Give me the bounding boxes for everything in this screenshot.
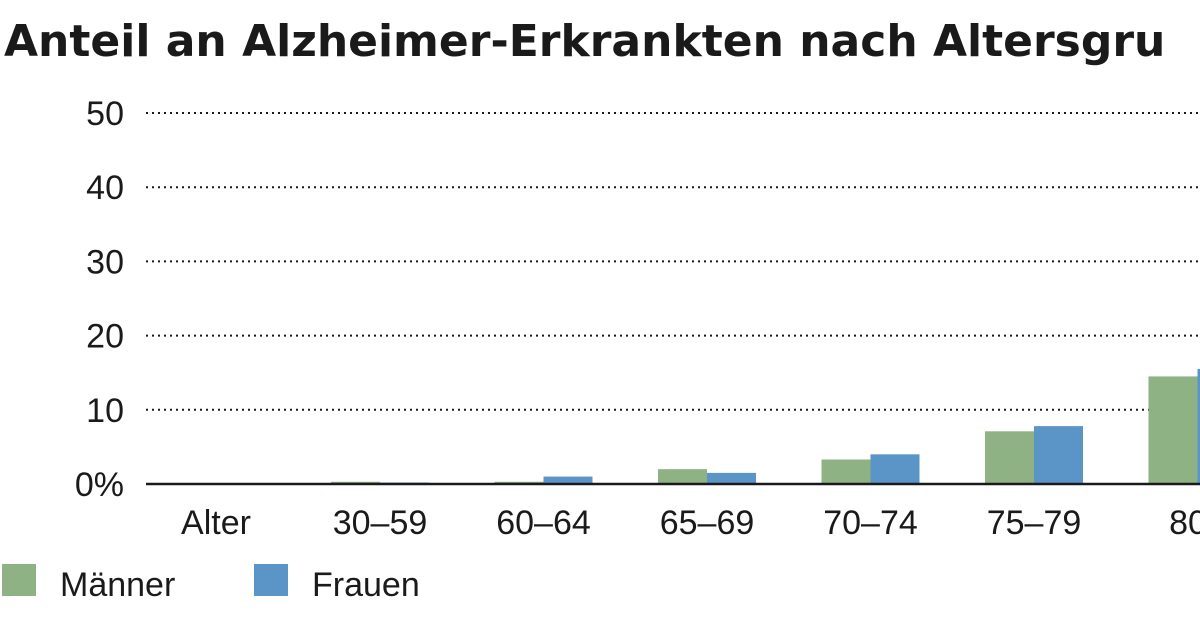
y-tick-label: 30 [86, 243, 124, 281]
y-tick-label: 0% [75, 466, 124, 504]
bar-frauen [870, 454, 920, 484]
bar-maenner [821, 459, 871, 484]
chart-title: Anteil an Alzheimer-Erkrankten nach Alte… [4, 16, 1165, 67]
x-tick-label: 65–69 [660, 504, 755, 542]
bar-maenner [1148, 376, 1198, 484]
x-axis-ticks: 30–59 60–64 65–69 70–74 75–79 80– [333, 504, 1200, 542]
y-axis-ticks: 0% 10 20 30 40 50 [75, 95, 124, 504]
x-tick-label: 70–74 [823, 504, 918, 542]
x-tick-label: 75–79 [987, 504, 1082, 542]
legend-label: Frauen [312, 566, 420, 604]
legend-swatch [2, 564, 36, 596]
bar-frauen [543, 476, 593, 484]
x-tick-label: 80– [1169, 504, 1200, 542]
gridlines [146, 112, 1200, 411]
bar-maenner [658, 469, 707, 484]
bar-frauen [707, 472, 756, 484]
x-tick-label: 60–64 [496, 504, 591, 542]
legend: Männer Frauen [2, 564, 420, 604]
bar-maenner [985, 431, 1034, 484]
legend-swatch [254, 564, 288, 596]
legend-label: Männer [60, 566, 175, 604]
bar-frauen [1197, 368, 1200, 484]
bars [331, 368, 1200, 484]
x-tick-label: 30–59 [333, 504, 428, 542]
bar-frauen [1034, 426, 1083, 484]
y-tick-label: 50 [86, 95, 124, 133]
x-axis-label: Alter [181, 504, 251, 542]
y-tick-label: 40 [86, 169, 124, 207]
y-tick-label: 20 [86, 318, 124, 356]
y-tick-label: 10 [86, 392, 124, 430]
